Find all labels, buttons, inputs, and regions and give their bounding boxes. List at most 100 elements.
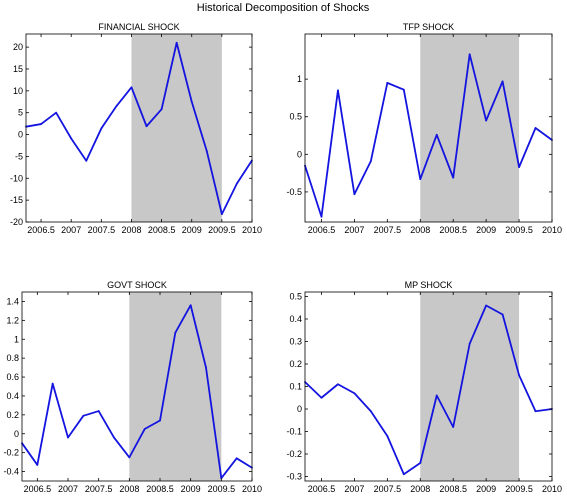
financial-y-tick-label: -10 [10,173,23,183]
financial-data-point [100,127,103,130]
mp-x-tick-label: 2009 [476,484,496,494]
financial-y-tick-label: 15 [13,64,23,74]
mp-shock-panel: 2006.5 2007 2007.5 2008 2008.5 2009 2009.5 2010… [286,280,562,494]
financial-data-point [130,86,133,89]
govt-y-tick-label: 1.2 [6,315,19,325]
govt-data-point [235,457,238,460]
tfp-x-tick-label: 2007.5 [374,225,402,235]
tfp-data-point [320,215,323,218]
financial-data-point [220,213,223,216]
financial-data-point [85,159,88,162]
govt-data-point [174,331,177,334]
mp-y-tick-label: 0 [297,404,302,414]
mp-data-point [369,410,372,413]
tfp-data-point [435,133,438,136]
tfp-data-point [337,89,339,92]
mp-y-tick-label: 0.1 [289,382,302,392]
govt-data-point [205,366,207,369]
tfp-data-point [485,119,488,122]
mp-y-tick-label: 0.3 [289,337,302,347]
financial-y-tick-label: 10 [13,86,23,96]
financial-y-tick-label: 0 [18,130,23,140]
figure-title: Historical Decomposition of Shocks [197,2,370,14]
mp-data-point [435,394,438,397]
financial-data-point [115,105,118,108]
govt-y-tick-label: 0.8 [6,353,19,363]
govt-y-tick-label: 0.4 [6,391,19,401]
financial-x-tick-label: 2007 [61,225,81,235]
mp-y-tick-label: 0.2 [289,359,302,369]
financial-data-point [55,111,58,114]
govt-x-tick-label: 2007.5 [85,484,113,494]
financial-shaded-region [131,34,222,222]
mp-y-tick-label: 0.5 [289,292,302,302]
govt-y-tick-label: -0.4 [3,467,19,477]
mp-x-tick-label: 2007 [344,484,364,494]
govt-data-point [128,456,131,459]
tfp-data-point [369,160,372,162]
financial-panel-title: FINANCIAL SHOCK [98,22,179,32]
mp-panel-title: MP SHOCK [405,280,453,290]
tfp-data-point [534,127,537,129]
govt-y-tick-label: 0.2 [6,410,19,420]
govt-data-point [97,410,100,412]
tfp-series-line [304,53,553,218]
financial-y-tick-label: -5 [15,151,23,161]
financial-y-tick-label: 5 [18,108,23,118]
tfp-x-tick-label: 2009.5 [505,225,533,235]
financial-x-tick-label: 2007.5 [88,225,116,235]
tfp-data-point [353,193,356,196]
govt-data-point [51,382,54,385]
govt-data-point [143,428,146,430]
mp-data-point [402,473,405,476]
govt-data-point [189,304,192,307]
financial-y-tick-label: -15 [10,195,23,205]
tfp-data-point [468,53,471,56]
tfp-y-tick-label: 0 [297,149,302,159]
financial-x-tick-label: 2009 [182,225,202,235]
financial-data-point [70,137,73,140]
govt-x-tick-label: 2009 [181,484,201,494]
financial-x-tick-label: 2006.5 [27,225,55,235]
govt-x-tick-label: 2009.5 [208,484,236,494]
govt-y-tick-label: 1 [14,334,19,344]
govt-panel-title: GOVT SHOCK [107,280,167,290]
govt-y-tick-label: 0 [14,429,19,439]
tfp-data-point [402,88,405,91]
mp-data-point [452,426,455,428]
govt-x-tick-label: 2008 [119,484,139,494]
govt-shaded-region [129,292,222,481]
tfp-y-tick-label: 0.5 [289,112,302,122]
govt-data-point [113,436,115,439]
mp-data-point [419,462,422,464]
tfp-x-tick-label: 2009 [476,225,496,235]
govt-series-line [21,304,253,480]
tfp-data-point [452,176,455,179]
tfp-shaded-region [420,34,520,222]
tfp-shock-panel: 2006.5 2007 2007.5 2008 2008.5 2009 2009.5 2010… [286,22,562,235]
financial-x-tick-label: 2008.5 [148,225,176,235]
financial-data-point [236,182,238,185]
tfp-axes-box [304,33,553,223]
mp-data-point [353,392,356,395]
financial-shock-panel: 2006.5 2007 2007.5 2008 2008.5 2009 2009.5 2010… [10,22,262,235]
mp-y-tick-label: -0.1 [286,427,302,437]
mp-data-point [518,374,520,377]
govt-x-tick-label: 2008.5 [146,484,174,494]
govt-x-tick-label: 2007 [58,484,78,494]
mp-data-point [320,396,323,399]
govt-y-tick-label: 0.6 [6,372,19,382]
financial-x-tick-label: 2008 [121,225,141,235]
mp-x-tick-label: 2010 [542,484,562,494]
govt-y-tick-label: -0.2 [3,448,19,458]
govt-axes-box [21,291,253,482]
govt-x-tick-label: 2010 [242,484,262,494]
tfp-data-point [518,166,520,169]
tfp-y-tick-label: 1 [297,74,302,84]
mp-data-point [337,383,339,386]
tfp-y-tick-label: -0.5 [286,187,302,197]
govt-data-point [36,464,39,466]
financial-data-point [190,100,193,103]
financial-data-point [40,123,42,125]
